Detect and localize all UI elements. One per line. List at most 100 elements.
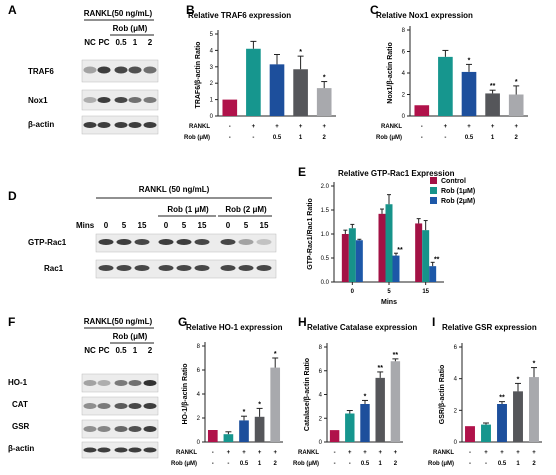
treatment-cell: 0.5: [273, 135, 282, 141]
y-tick-label: 1.0: [321, 232, 330, 238]
blot-a-bands: [81, 59, 159, 135]
y-axis-label: HO-1/β-actin Ratio: [182, 363, 189, 424]
blot-d-group-label: Rob (2 μM): [225, 205, 267, 214]
blot-d-protein-label: GTP-Rac1: [28, 238, 67, 247]
significance-mark: *: [274, 351, 277, 358]
band-gtp-rac1: [176, 239, 192, 245]
bar: [207, 430, 218, 442]
bar: [497, 404, 507, 442]
blot-d-lane-label: 5: [122, 221, 127, 230]
treatment-cell: -: [334, 450, 336, 456]
significance-mark: *: [364, 393, 367, 400]
treatment-cell: +: [491, 124, 495, 130]
band-f-actin: [143, 447, 157, 453]
y-tick-label: 0: [402, 114, 406, 120]
treatment-row-label: Rob (μM): [428, 461, 454, 467]
blot-f-lane-label: 1: [133, 346, 138, 355]
treatment-cell: +: [227, 450, 231, 456]
band-gsr: [114, 426, 128, 432]
band-rac1: [238, 265, 254, 271]
treatment-cell: 1: [299, 135, 303, 141]
chart-title: Relative TRAF6 expression: [188, 11, 291, 20]
treatment-cell: +: [532, 450, 536, 456]
band-ho1: [83, 380, 97, 386]
blot-a-lane-label: 1: [133, 38, 138, 47]
legend-swatch: [430, 177, 437, 184]
chart-panel-h: H Relative Catalase expression 0 2 4 6 8 Catala…: [293, 315, 417, 467]
significance-mark: *: [258, 401, 261, 408]
y-axis-label: GTP-Rac1/Rac1 Ratio: [307, 198, 314, 270]
band-nox1: [143, 97, 157, 103]
significance-mark: **: [499, 395, 505, 402]
band-ho1: [143, 380, 157, 386]
significance-mark: *: [323, 75, 326, 82]
panel-letter-d: D: [8, 189, 17, 203]
blot-a-lane-label: 2: [148, 38, 153, 47]
blot-panel-f: F RANKL(50 ng/mL) Rob (μM) NC PC 0.5 1 2…: [8, 315, 159, 459]
y-tick-label: 1: [210, 98, 214, 104]
significance-mark: **: [434, 256, 440, 263]
treatment-row-label: Rob (μM): [376, 135, 402, 141]
treatment-cell: -: [212, 461, 214, 467]
bar: [360, 404, 370, 442]
blot-a-treatment: RANKL(50 ng/mL): [84, 9, 153, 18]
blot-panel-d: D RANKL (50 ng/mL) Rob (1 μM) Rob (2 μM)…: [8, 185, 277, 279]
bar: [329, 430, 340, 442]
band-gtp-rac1: [98, 239, 114, 245]
y-tick-label: 4: [454, 377, 458, 383]
chart-title: Relative GTP-Rac1 Expression: [338, 169, 455, 178]
treatment-cell: +: [273, 450, 277, 456]
bar: [429, 266, 437, 282]
y-tick-label: 1.5: [321, 208, 330, 214]
blot-f-treatment: RANKL(50 ng/mL): [84, 317, 153, 326]
bar: [345, 413, 355, 442]
band-traf6: [143, 66, 157, 74]
bar: [254, 416, 265, 442]
treatment-cell: -: [212, 450, 214, 456]
panel-letter: I: [432, 315, 435, 329]
panel-letter-f: F: [8, 315, 15, 329]
significance-mark: *: [515, 79, 518, 86]
blot-f-lane-label: PC: [98, 346, 109, 355]
bar: [513, 391, 523, 442]
blot-a-protein-label: Nox1: [28, 96, 48, 105]
chart-panel-i: I Relative GSR expression 0 2 4 6 GSR/β-actin …: [428, 315, 542, 467]
bar: [348, 228, 356, 282]
band-nox1: [97, 97, 111, 103]
y-tick-label: 2: [319, 416, 323, 422]
y-axis-label: Nox1/β-actin Ratio: [387, 42, 394, 103]
x-tick-label: 0: [351, 289, 355, 295]
band-f-actin: [83, 447, 97, 453]
treatment-cell: +: [258, 450, 262, 456]
band-gtp-rac1: [256, 239, 272, 245]
legend-swatch: [430, 197, 437, 204]
significance-mark: **: [397, 247, 403, 254]
bar: [270, 367, 281, 442]
y-tick-label: 6: [197, 368, 201, 374]
blot-f-bands: [81, 373, 159, 459]
blot-panel-a: A RANKL(50 ng/mL) Rob (μM) NC PC 0.5 1 2…: [8, 3, 159, 135]
blot-f-protein-label: β-actin: [8, 444, 34, 453]
y-tick-label: 4: [210, 48, 214, 54]
blot-f-dose-header: Rob (μM): [113, 332, 148, 341]
blot-d-lane-label: 5: [182, 221, 187, 230]
band-nox1: [83, 97, 97, 103]
treatment-cell: +: [444, 124, 448, 130]
y-tick-label: 8: [402, 28, 406, 34]
blot-d-lane-label: 0: [104, 221, 109, 230]
significance-mark: *: [533, 361, 536, 368]
bar: [461, 71, 477, 116]
y-tick-label: 4: [319, 393, 323, 399]
legend-label: Control: [441, 178, 466, 185]
treatment-row-label: RANKL: [176, 450, 197, 456]
x-axis-label: Mins: [381, 299, 397, 306]
bar: [481, 424, 491, 442]
chart-title: Relative GSR expression: [442, 323, 537, 332]
bar: [222, 99, 238, 116]
blot-d-group-label: Rob (1 μM): [167, 205, 209, 214]
band-nox1: [114, 97, 128, 103]
band-ho1: [97, 380, 111, 386]
band-ho1: [128, 380, 142, 386]
treatment-cell: +: [467, 124, 471, 130]
blot-d-lane-label: 15: [138, 221, 147, 230]
